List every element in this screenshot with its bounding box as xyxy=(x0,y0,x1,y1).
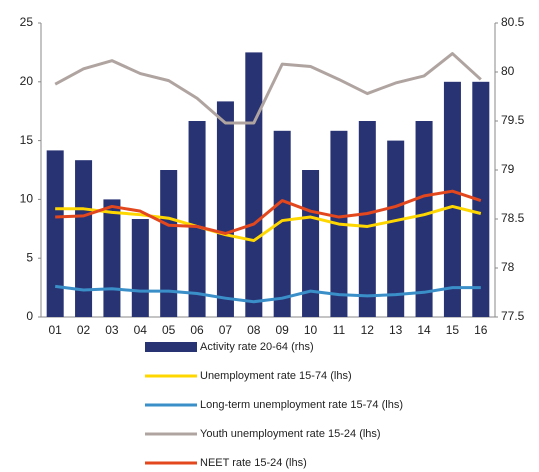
x-tick-label: 12 xyxy=(361,323,375,337)
legend-label: Youth unemployment rate 15-24 (lhs) xyxy=(200,428,381,440)
y-tick-label: 10 xyxy=(20,192,34,206)
bar xyxy=(415,121,433,317)
x-tick-label: 09 xyxy=(276,323,290,337)
bar xyxy=(387,140,405,317)
y-tick-label: 15 xyxy=(20,133,34,147)
y2-tick-label: 79 xyxy=(501,162,515,176)
line xyxy=(55,284,481,304)
legend-label: Activity rate 20-64 (rhs) xyxy=(200,341,314,353)
x-tick-label: 08 xyxy=(247,323,261,337)
line xyxy=(55,189,482,236)
x-tick-label: 05 xyxy=(162,323,176,337)
bar xyxy=(103,199,121,317)
y2-tick-label: 77.5 xyxy=(501,309,525,323)
x-tick-label: 14 xyxy=(417,323,431,337)
y2-tick-label: 78 xyxy=(501,260,515,274)
bar xyxy=(160,170,178,317)
bar xyxy=(273,130,291,317)
x-tick-label: 11 xyxy=(333,323,346,337)
y-tick-label: 0 xyxy=(26,309,33,323)
legend-label: NEET rate 15-24 (lhs) xyxy=(200,457,307,469)
x-tick-label: 01 xyxy=(49,323,63,337)
y-tick-label: 25 xyxy=(20,15,34,29)
x-tick-label: 06 xyxy=(190,323,204,337)
x-tick-label: 16 xyxy=(474,323,488,337)
bar xyxy=(443,81,461,317)
x-tick-label: 02 xyxy=(77,323,91,337)
y2-tick-label: 79.5 xyxy=(501,113,525,127)
bar xyxy=(131,219,149,317)
legend-label: Unemployment rate 15-74 (lhs) xyxy=(200,370,352,382)
x-tick-label: 07 xyxy=(219,323,233,337)
legend-label: Long-term unemployment rate 15-74 (lhs) xyxy=(200,399,403,411)
y-tick-label: 20 xyxy=(20,74,34,88)
y2-tick-label: 80 xyxy=(501,64,515,78)
x-tick-label: 03 xyxy=(105,323,119,337)
bar xyxy=(46,150,64,317)
bar xyxy=(188,121,206,317)
line xyxy=(54,52,482,125)
y-tick-label: 5 xyxy=(26,250,33,264)
bar xyxy=(302,170,320,317)
bar xyxy=(245,52,263,318)
bar xyxy=(75,160,93,317)
legend-swatch xyxy=(145,342,197,352)
bar xyxy=(216,101,234,318)
x-tick-label: 10 xyxy=(304,323,318,337)
x-tick-label: 04 xyxy=(134,323,148,337)
x-tick-label: 13 xyxy=(389,323,403,337)
y2-tick-label: 78.5 xyxy=(501,211,525,225)
line xyxy=(55,204,482,243)
y2-tick-label: 80.5 xyxy=(501,15,525,29)
x-tick-label: 15 xyxy=(446,323,460,337)
bar xyxy=(358,121,376,317)
